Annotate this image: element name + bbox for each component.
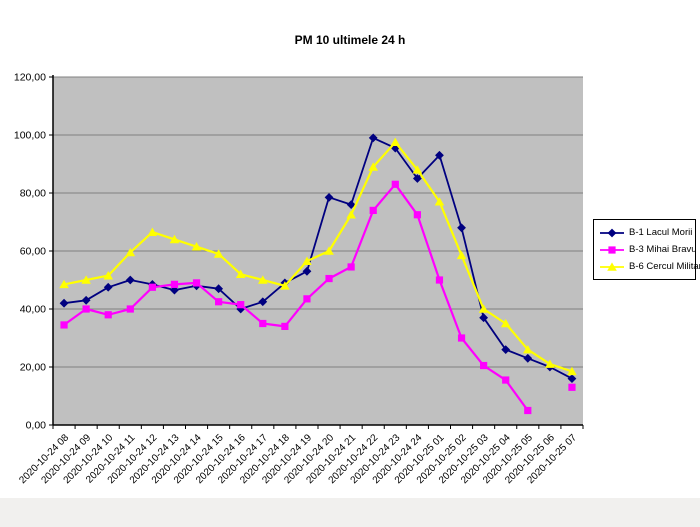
x-axis-ticks: [52, 425, 584, 429]
legend-label: B-6 Cercul Militar: [629, 261, 700, 272]
svg-text:0,00: 0,00: [26, 420, 47, 432]
legend-item: B-6 Cercul Militar: [599, 261, 700, 272]
legend-label: B-1 Lacul Morii: [629, 227, 693, 238]
line-triangle-marker-icon: [600, 261, 624, 271]
svg-text:80,00: 80,00: [20, 188, 46, 200]
svg-text:60,00: 60,00: [20, 246, 46, 258]
svg-text:120,00: 120,00: [14, 72, 46, 84]
line-diamond-marker-icon: [600, 228, 624, 237]
line-square-marker-icon: [600, 245, 624, 254]
chart-title: PM 10 ultimele 24 h: [294, 33, 406, 47]
svg-text:100,00: 100,00: [14, 130, 46, 142]
gridlines: [49, 76, 583, 426]
page-background-strip: [0, 498, 700, 527]
y-axis-labels: 0,00 20,00 40,00 60,00 80,00 100,00 120,00: [14, 72, 46, 432]
svg-text:40,00: 40,00: [20, 304, 46, 316]
legend-item: B-3 Mihai Bravu: [599, 244, 697, 255]
series-b-6-cercul-militar: [59, 137, 577, 376]
series-b-3-mihai-bravu: [60, 180, 576, 415]
legend-label: B-3 Mihai Bravu: [629, 244, 697, 255]
legend: B-1 Lacul Morii B-3 Mihai Bravu B-6 Cerc…: [593, 219, 700, 280]
legend-item: B-1 Lacul Morii: [599, 227, 693, 238]
svg-text:20,00: 20,00: [20, 362, 46, 374]
